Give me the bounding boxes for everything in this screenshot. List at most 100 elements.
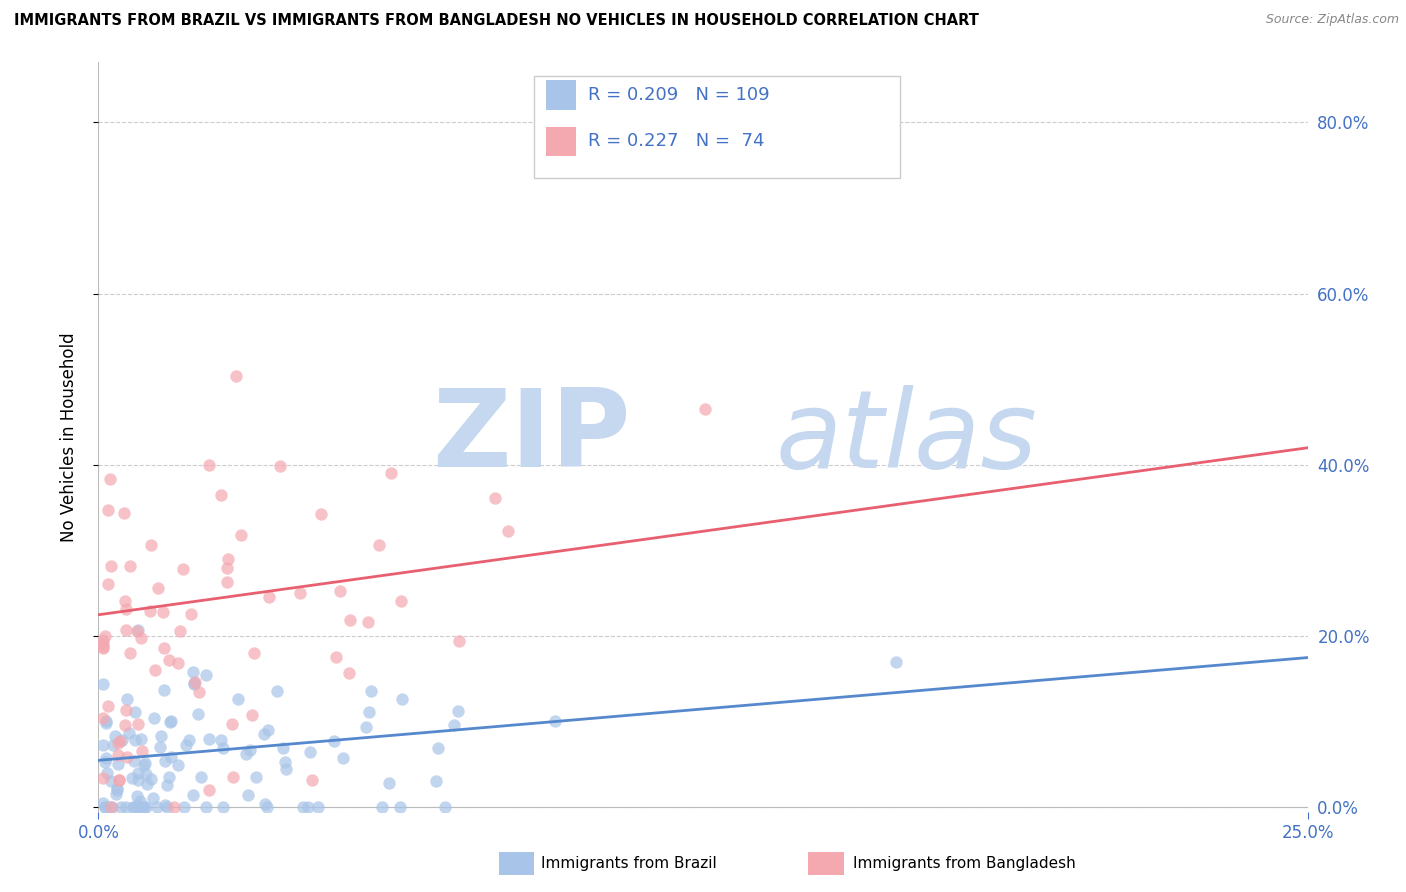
Point: [449, 634, 471, 648]
Text: Source: ZipAtlas.com: Source: ZipAtlas.com: [1265, 13, 1399, 27]
Point: [107, 756, 129, 771]
Point: [245, 770, 267, 784]
Point: [243, 646, 266, 660]
Point: [215, 574, 238, 589]
Point: [292, 800, 315, 814]
Point: [97, 577, 120, 591]
Point: [337, 666, 360, 681]
Point: [153, 640, 176, 655]
Point: [127, 772, 149, 787]
Point: [235, 747, 257, 762]
Point: [91, 640, 114, 654]
Point: [91, 738, 114, 752]
Point: [183, 677, 205, 691]
Point: [91, 640, 114, 655]
Point: [135, 800, 157, 814]
Point: [112, 506, 135, 520]
Point: [159, 715, 181, 730]
Text: Immigrants from Bangladesh: Immigrants from Bangladesh: [853, 856, 1076, 871]
Point: [693, 401, 716, 416]
Point: [139, 772, 162, 786]
Point: [253, 797, 276, 812]
Point: [156, 778, 179, 792]
Point: [309, 507, 332, 521]
Point: [212, 800, 235, 814]
Point: [100, 774, 122, 789]
Point: [307, 800, 329, 814]
Point: [97, 699, 120, 714]
Point: [135, 767, 157, 781]
Point: [177, 732, 200, 747]
Point: [125, 799, 148, 814]
Point: [297, 800, 319, 814]
Point: [391, 691, 413, 706]
Point: [108, 734, 131, 748]
Point: [97, 503, 120, 517]
Point: [183, 676, 205, 690]
Point: [194, 800, 217, 814]
Text: R = 0.209   N = 109: R = 0.209 N = 109: [588, 86, 769, 104]
Point: [93, 800, 115, 814]
Point: [124, 732, 146, 747]
Point: [91, 637, 114, 651]
Point: [132, 800, 155, 814]
Point: [332, 751, 354, 765]
Point: [105, 781, 128, 796]
Point: [143, 664, 166, 678]
Point: [121, 771, 143, 785]
Point: [371, 800, 394, 814]
Point: [128, 800, 150, 814]
Point: [104, 788, 127, 802]
Point: [94, 716, 117, 731]
Point: [136, 777, 159, 791]
Point: [496, 524, 519, 538]
Point: [96, 714, 118, 729]
Point: [211, 732, 233, 747]
Point: [181, 788, 204, 802]
Point: [150, 729, 173, 743]
Point: [443, 718, 465, 732]
Point: [156, 800, 179, 814]
Point: [124, 705, 146, 719]
Point: [273, 741, 295, 756]
Point: [169, 624, 191, 639]
Point: [187, 706, 209, 721]
Point: [194, 668, 217, 682]
Point: [290, 586, 312, 600]
Point: [139, 604, 162, 618]
Point: [328, 584, 350, 599]
Point: [142, 711, 165, 725]
Point: [163, 800, 186, 814]
Point: [148, 582, 170, 596]
Point: [269, 459, 291, 474]
Point: [242, 708, 264, 723]
Point: [274, 762, 297, 776]
Point: [127, 716, 149, 731]
Point: [98, 800, 121, 814]
Point: [134, 756, 156, 770]
Point: [132, 800, 155, 814]
Point: [101, 738, 124, 752]
Point: [101, 800, 124, 814]
Point: [114, 717, 136, 731]
Point: [198, 458, 221, 473]
Point: [198, 783, 221, 797]
Point: [167, 656, 190, 670]
Point: [173, 800, 195, 814]
Text: IMMIGRANTS FROM BRAZIL VS IMMIGRANTS FROM BANGLADESH NO VEHICLES IN HOUSEHOLD CO: IMMIGRANTS FROM BRAZIL VS IMMIGRANTS FRO…: [14, 13, 979, 29]
Point: [115, 703, 138, 717]
Point: [425, 774, 447, 789]
Point: [236, 789, 259, 803]
Point: [152, 605, 174, 619]
Point: [93, 800, 115, 814]
Point: [298, 745, 321, 759]
Point: [127, 624, 149, 639]
Point: [181, 665, 204, 679]
Point: [389, 593, 412, 607]
Point: [153, 797, 176, 812]
Text: R = 0.227   N =  74: R = 0.227 N = 74: [588, 132, 765, 151]
Point: [259, 590, 281, 604]
Point: [115, 602, 138, 616]
Point: [100, 472, 122, 486]
Point: [209, 488, 232, 502]
